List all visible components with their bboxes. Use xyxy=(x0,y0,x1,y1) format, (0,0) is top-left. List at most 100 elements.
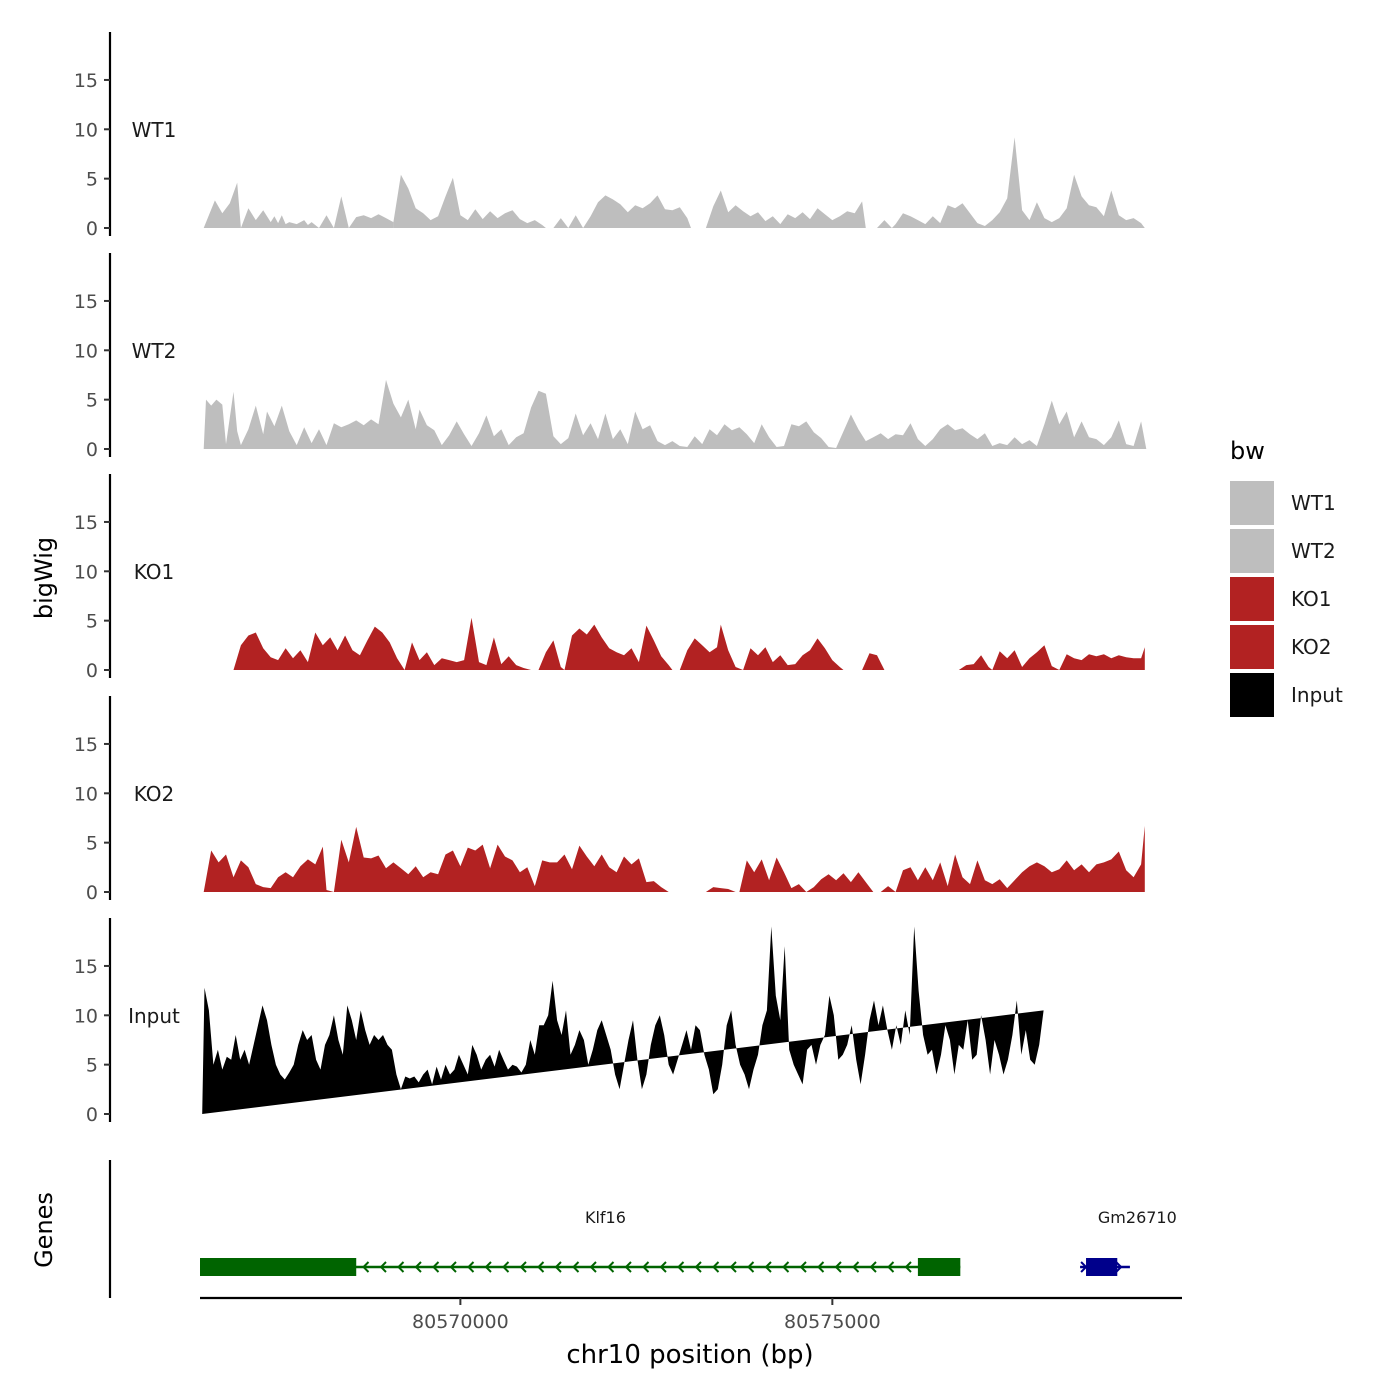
exon-Gm26710-0 xyxy=(1086,1258,1118,1276)
area-WT1-segment-4 xyxy=(877,137,1145,228)
legend-label-KO1: KO1 xyxy=(1291,587,1332,611)
x-axis: 80570000 80575000 xyxy=(200,1296,1182,1333)
y-tick-label-WT1-0: 0 xyxy=(86,218,98,240)
strand-arrow-Klf16 xyxy=(589,1261,597,1273)
strand-arrow-Klf16 xyxy=(414,1261,422,1273)
genes-axis-title: Genes xyxy=(30,1192,58,1268)
y-tick-label-Input-0: 0 xyxy=(86,1104,98,1126)
strand-arrow-Klf16 xyxy=(537,1261,545,1273)
gene-label-Gm26710: Gm26710 xyxy=(1098,1208,1177,1227)
y-tick-label-KO1-10: 10 xyxy=(74,561,98,583)
strand-arrow-Klf16 xyxy=(694,1261,702,1273)
strand-arrow-Klf16 xyxy=(677,1261,685,1273)
strand-arrow-Klf16 xyxy=(362,1261,370,1273)
exon-Klf16-1 xyxy=(917,1258,961,1276)
y-tick-label-KO1-5: 5 xyxy=(86,611,98,633)
legend-label-Input: Input xyxy=(1291,683,1343,707)
strand-arrow-Klf16 xyxy=(782,1261,790,1273)
strand-arrow-Klf16 xyxy=(607,1261,615,1273)
strand-arrow-Klf16 xyxy=(502,1261,510,1273)
y-tick-label-Input-10: 10 xyxy=(74,1005,98,1027)
strand-arrow-Klf16 xyxy=(467,1261,475,1273)
area-KO2-segment-2 xyxy=(739,857,874,892)
gene-Klf16: Klf16 xyxy=(200,1208,961,1276)
area-KO1-segment-1 xyxy=(538,624,673,670)
strand-arrow-Klf16 xyxy=(484,1261,492,1273)
y-tick-label-KO2-0: 0 xyxy=(86,882,98,904)
y-tick-label-WT2-15: 15 xyxy=(74,291,98,313)
legend-key-WT1 xyxy=(1230,481,1274,525)
area-WT1-segment-3 xyxy=(705,190,866,228)
gene-label-Klf16: Klf16 xyxy=(585,1208,626,1227)
track-WT2: 0 5 10 15 WT2 xyxy=(74,253,1147,461)
y-tick-label-Input-15: 15 xyxy=(74,956,98,978)
strand-arrow-Klf16 xyxy=(869,1261,877,1273)
strand-arrow-Klf16 xyxy=(712,1261,720,1273)
legend-key-KO1 xyxy=(1230,577,1274,621)
strand-arrow-Klf16 xyxy=(817,1261,825,1273)
track-KO2: 0 5 10 15 KO2 xyxy=(74,696,1145,904)
strand-arrow-Klf16 xyxy=(432,1261,440,1273)
legend-key-WT2 xyxy=(1230,529,1274,573)
y-tick-label-WT1-5: 5 xyxy=(86,169,98,191)
strand-arrow-Klf16 xyxy=(624,1261,632,1273)
area-KO1-segment-0 xyxy=(233,617,532,670)
strand-arrow-Klf16 xyxy=(642,1261,650,1273)
strand-arrow-Klf16 xyxy=(397,1261,405,1273)
strand-arrow-Klf16 xyxy=(904,1261,912,1273)
strand-arrow-Klf16 xyxy=(764,1261,772,1273)
strand-arrow-Klf16 xyxy=(659,1261,667,1273)
area-KO1-segment-2 xyxy=(679,624,844,670)
y-tick-label-KO2-5: 5 xyxy=(86,833,98,855)
genes-panel: Klf16 Gm26710 xyxy=(108,1160,1177,1298)
x-tick-label-80575000: 80575000 xyxy=(784,1311,881,1333)
area-WT1-segment-2 xyxy=(553,195,691,228)
y-axis-title: bigWig xyxy=(30,537,58,619)
area-KO2-segment-1 xyxy=(705,887,736,892)
area-WT1-segment-1 xyxy=(393,174,546,228)
y-tick-label-WT2-5: 5 xyxy=(86,390,98,412)
y-tick-label-KO2-10: 10 xyxy=(74,783,98,805)
legend-label-WT1: WT1 xyxy=(1291,491,1336,515)
gene-Gm26710: Gm26710 xyxy=(1080,1208,1177,1276)
strand-arrow-Gm26710 xyxy=(1115,1261,1123,1273)
area-WT1-segment-0 xyxy=(203,182,394,228)
area-Input-segment-0 xyxy=(202,926,1044,1114)
track-label-KO2: KO2 xyxy=(134,782,175,806)
legend-key-KO2 xyxy=(1230,625,1274,669)
legend-label-KO2: KO2 xyxy=(1291,635,1332,659)
y-tick-label-WT2-10: 10 xyxy=(74,340,98,362)
track-KO1: 0 5 10 15 KO1 xyxy=(74,474,1145,682)
strand-arrow-Klf16 xyxy=(554,1261,562,1273)
strand-arrow-Klf16 xyxy=(379,1261,387,1273)
strand-arrow-Klf16 xyxy=(729,1261,737,1273)
strand-arrow-Klf16 xyxy=(747,1261,755,1273)
track-label-KO1: KO1 xyxy=(134,560,175,584)
track-label-WT2: WT2 xyxy=(132,339,177,363)
strand-arrow-Klf16 xyxy=(519,1261,527,1273)
strand-arrow-Klf16 xyxy=(799,1261,807,1273)
track-label-WT1: WT1 xyxy=(132,118,177,142)
track-Input: 0 5 10 15 Input xyxy=(74,918,1044,1126)
x-axis-title: chr10 position (bp) xyxy=(566,1340,813,1370)
y-tick-label-KO2-15: 15 xyxy=(74,734,98,756)
y-tick-label-WT1-15: 15 xyxy=(74,70,98,92)
area-KO2-segment-0 xyxy=(203,826,684,892)
strand-arrow-Klf16 xyxy=(887,1261,895,1273)
y-tick-label-WT2-0: 0 xyxy=(86,439,98,461)
strand-arrow-Klf16 xyxy=(852,1261,860,1273)
exon-Klf16-0 xyxy=(200,1258,357,1276)
legend-label-WT2: WT2 xyxy=(1291,539,1336,563)
strand-arrow-Klf16 xyxy=(449,1261,457,1273)
y-tick-label-Input-5: 5 xyxy=(86,1055,98,1077)
legend: bw WT1 WT2 KO1 KO2 Input xyxy=(1230,437,1343,717)
y-tick-label-WT1-10: 10 xyxy=(74,119,98,141)
legend-key-Input xyxy=(1230,673,1274,717)
track-WT1: 0 5 10 15 WT1 xyxy=(74,32,1145,240)
area-WT2-segment-0 xyxy=(203,379,1147,449)
area-KO1-segment-3 xyxy=(862,653,885,670)
x-tick-label-80570000: 80570000 xyxy=(412,1311,509,1333)
y-tick-label-KO1-15: 15 xyxy=(74,512,98,534)
